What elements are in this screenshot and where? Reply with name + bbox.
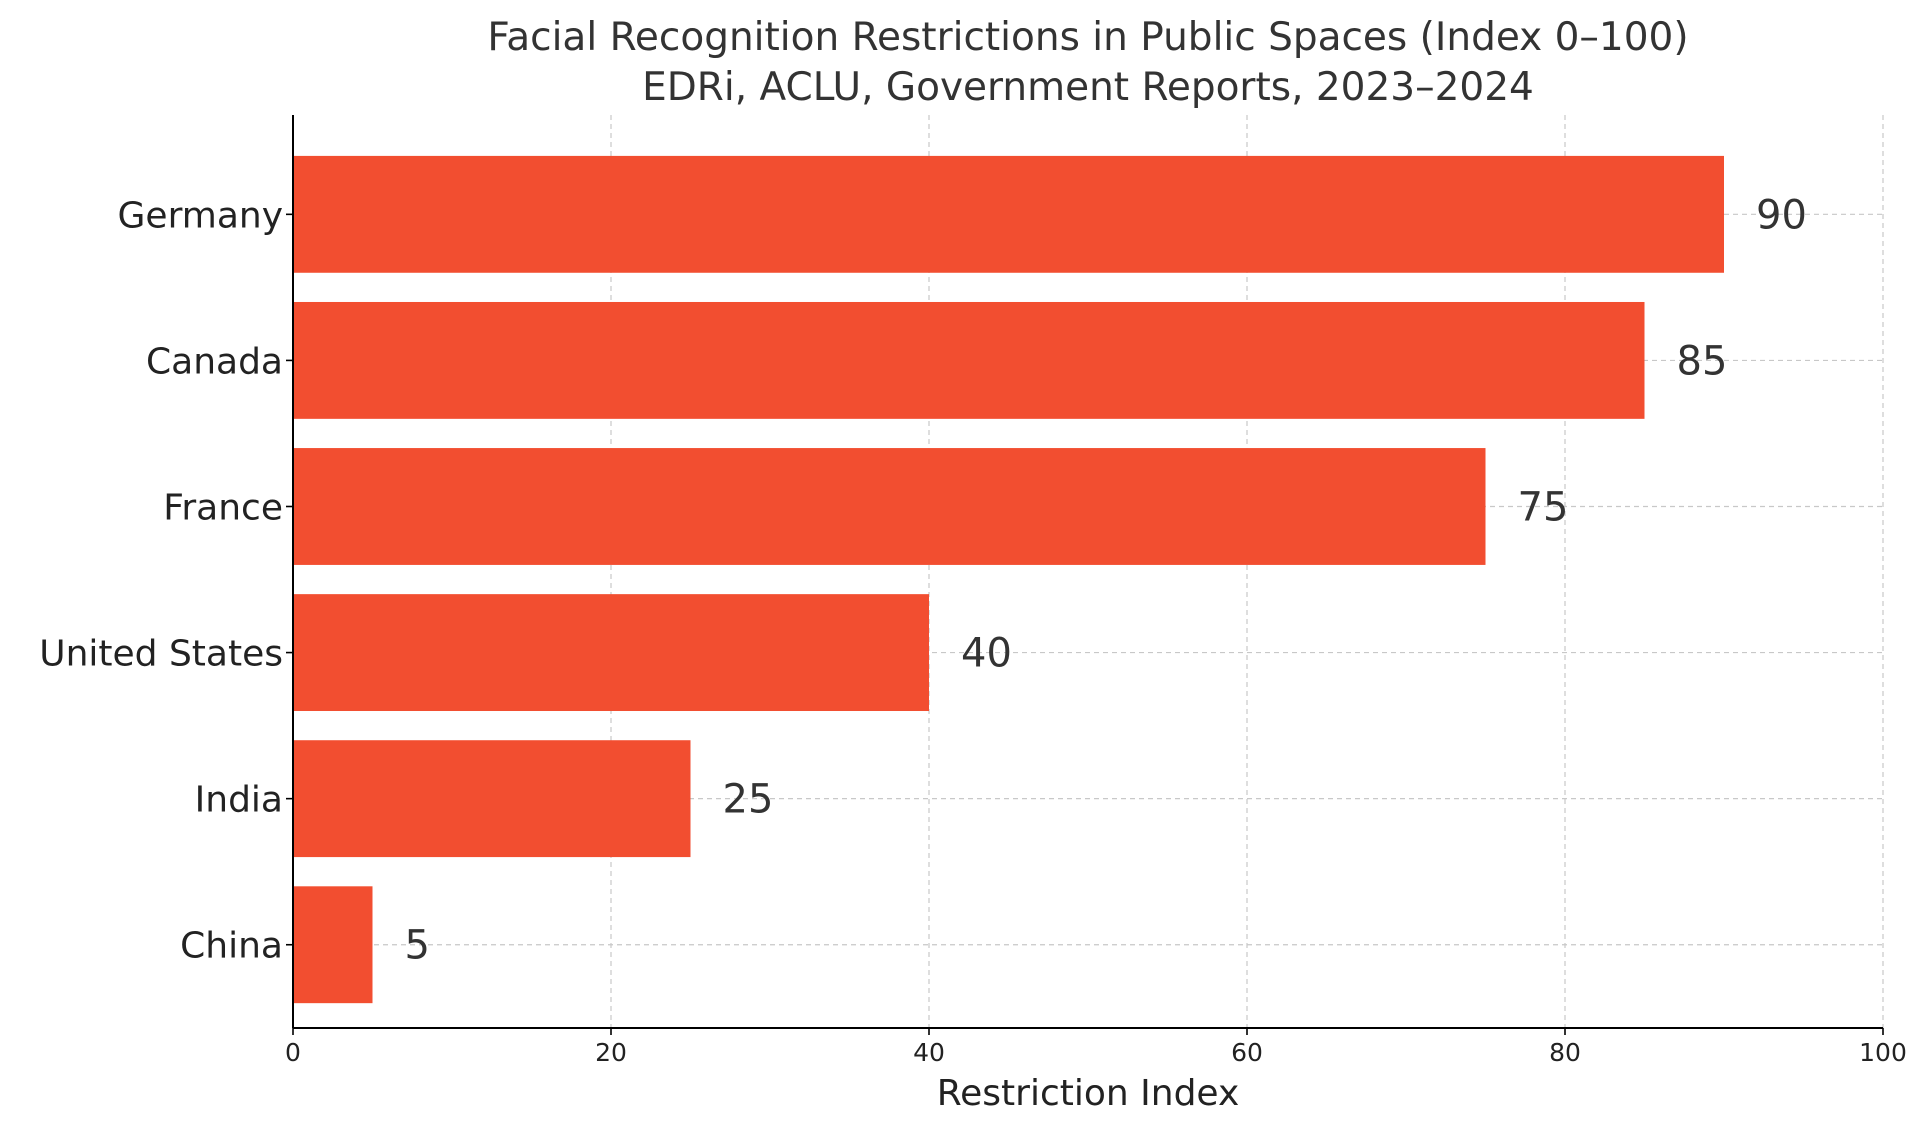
bar-value-label: 85 [1677, 338, 1728, 384]
x-tick-label: 80 [1549, 1038, 1581, 1067]
x-tick-label: 0 [285, 1038, 301, 1067]
bar-value-label: 25 [723, 777, 774, 823]
category-label: France [163, 487, 283, 528]
bar-value-label: 75 [1518, 484, 1569, 530]
x-tick-label: 20 [595, 1038, 627, 1067]
bar [293, 740, 691, 858]
x-tick-label: 40 [913, 1038, 945, 1067]
category-label: India [195, 780, 283, 821]
bar [293, 155, 1724, 273]
category-label: China [180, 926, 283, 967]
category-labels: Germany Canada France United States India Chi… [39, 195, 283, 966]
bar [293, 448, 1486, 565]
bar [293, 301, 1645, 419]
x-tick-labels: 0 20 40 60 80 100 [285, 1038, 1907, 1067]
category-label: United States [39, 634, 283, 675]
category-label: Canada [146, 341, 283, 382]
bars [293, 155, 1724, 1004]
x-tick-label: 100 [1859, 1038, 1907, 1067]
bar-value-label: 90 [1756, 192, 1807, 238]
x-tick-label: 60 [1231, 1038, 1263, 1067]
x-axis-label: Restriction Index [937, 1073, 1240, 1114]
category-label: Germany [118, 195, 283, 236]
bar-value-label: 5 [405, 923, 430, 969]
bar-value-label: 40 [961, 631, 1012, 677]
axes [286, 115, 1884, 1035]
bar [293, 594, 929, 712]
value-labels: 90 85 75 40 25 5 [405, 192, 1807, 968]
chart-subtitle: EDRi, ACLU, Government Reports, 2023–202… [642, 65, 1534, 110]
chart-title: Facial Recognition Restrictions in Publi… [487, 15, 1688, 60]
bar [293, 886, 373, 1004]
